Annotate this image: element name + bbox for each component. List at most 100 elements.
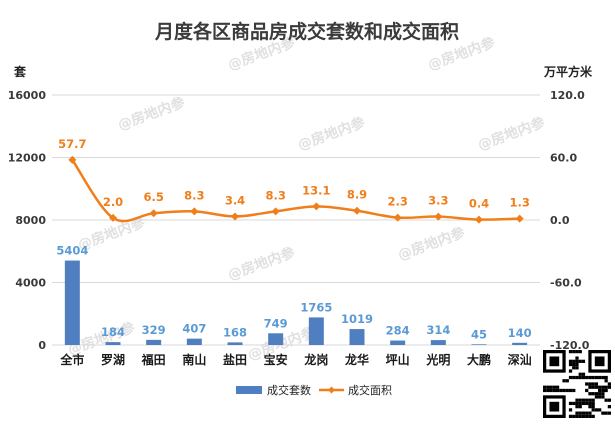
qr-module xyxy=(572,350,576,354)
bar xyxy=(186,338,202,345)
qr-module xyxy=(581,414,586,418)
watermark-text: @房地内参 xyxy=(296,114,369,154)
qr-module xyxy=(581,411,586,415)
legend: 成交套数 成交面积 xyxy=(236,383,392,397)
qr-module xyxy=(575,366,579,370)
line-value-label: 13.1 xyxy=(302,183,330,197)
left-axis-ticks: 0 4000 8000 12000 16000 xyxy=(8,89,47,352)
line-point xyxy=(68,155,77,164)
line-value-label: 8.3 xyxy=(265,188,285,202)
right-tick-label: 60.0 xyxy=(550,152,577,165)
left-axis-unit: 套 xyxy=(13,64,27,79)
qr-code-icon xyxy=(543,350,611,418)
right-tick-label: -60.0 xyxy=(550,277,582,290)
category-label: 深汕 xyxy=(508,352,532,367)
qr-module xyxy=(604,375,608,380)
qr-module xyxy=(562,379,566,383)
category-label: 光明 xyxy=(425,352,450,367)
qr-module xyxy=(601,388,605,393)
bar-value-label: 407 xyxy=(182,322,206,336)
qr-module xyxy=(543,388,547,393)
qr-module xyxy=(578,414,582,418)
line-value-label: 2.3 xyxy=(387,195,407,209)
qr-module xyxy=(572,401,576,406)
category-label: 盐田 xyxy=(223,352,247,367)
qr-module xyxy=(588,375,592,380)
bar-value-label: 168 xyxy=(223,325,247,339)
qr-module xyxy=(565,388,569,393)
qr-module xyxy=(568,401,573,406)
qr-module xyxy=(578,411,582,415)
qr-module xyxy=(598,408,602,412)
line-value-label: 0.4 xyxy=(469,197,489,211)
qr-module xyxy=(575,405,579,409)
qr-module xyxy=(588,385,592,389)
qr-module xyxy=(601,411,605,415)
qr-module xyxy=(568,359,573,363)
qr-module xyxy=(588,398,592,402)
line-point xyxy=(109,213,117,222)
line-value-label: 6.5 xyxy=(143,190,163,204)
qr-module xyxy=(601,375,605,380)
qr-module xyxy=(594,375,599,380)
qr-module xyxy=(552,388,556,393)
qr-module xyxy=(604,411,608,415)
bar xyxy=(227,342,243,345)
qr-module xyxy=(607,405,611,409)
qr-module xyxy=(568,362,573,367)
line-value-label: 2.0 xyxy=(103,195,123,209)
qr-module xyxy=(568,408,573,412)
bar-value-label: 5404 xyxy=(56,244,88,258)
line-point xyxy=(190,207,199,216)
line-data-labels: 57.7 2.0 6.5 8.3 3.4 8.3 13.1 8.9 2.3 3.3 0.4 1.3 xyxy=(58,137,530,211)
qr-module xyxy=(568,375,573,380)
bar-data-labels: 5404 184 329 407 168 749 1765 1019 284 314 45 140 xyxy=(56,244,531,342)
qr-module xyxy=(588,382,592,386)
qr-module xyxy=(601,392,605,396)
qr-module xyxy=(594,382,599,386)
bar-value-label: 329 xyxy=(142,323,166,337)
bar-value-label: 45 xyxy=(471,327,487,341)
right-axis-ticks: -120.0 -60.0 0.0 60.0 120.0 xyxy=(550,89,590,352)
qr-module xyxy=(565,379,569,383)
qr-module xyxy=(598,375,602,380)
bar-value-label: 314 xyxy=(426,323,450,337)
qr-module xyxy=(591,382,595,386)
bar xyxy=(64,260,80,345)
qr-module xyxy=(607,382,611,386)
qr-module xyxy=(572,366,576,370)
left-tick-label: 12000 xyxy=(8,152,47,165)
qr-module xyxy=(581,401,586,406)
qr-module xyxy=(568,388,573,393)
chart-title: 月度各区商品房成交套数和成交面积 xyxy=(154,20,459,43)
line-value-label: 1.3 xyxy=(509,196,529,210)
bar xyxy=(512,342,528,345)
bar xyxy=(146,339,162,345)
qr-module xyxy=(555,388,560,393)
left-tick-label: 4000 xyxy=(15,277,46,290)
category-label: 全市 xyxy=(59,352,84,367)
category-label: 龙华 xyxy=(345,352,369,367)
qr-module xyxy=(591,375,595,380)
bar-value-label: 284 xyxy=(386,324,410,338)
bar xyxy=(308,317,324,345)
qr-module xyxy=(549,388,553,393)
qr-module xyxy=(598,385,602,389)
qr-module xyxy=(575,350,579,354)
qr-module xyxy=(572,362,576,367)
left-tick-label: 0 xyxy=(38,339,46,352)
bar xyxy=(268,333,284,345)
qr-module xyxy=(588,401,592,406)
qr-module xyxy=(598,395,602,399)
qr-module xyxy=(607,385,611,389)
qr-module xyxy=(598,388,602,393)
line-point xyxy=(149,209,158,218)
qr-module xyxy=(575,375,579,380)
qr-module xyxy=(543,385,547,389)
qr-module xyxy=(588,405,592,409)
bar-series xyxy=(64,260,528,345)
qr-module xyxy=(578,405,582,409)
right-tick-label: -120.0 xyxy=(550,339,590,352)
category-axis-ticks: 全市 罗湖 福田 南山 盐田 宝安 龙岗 龙华 坪山 光明 大鹏 深汕 xyxy=(59,352,531,367)
